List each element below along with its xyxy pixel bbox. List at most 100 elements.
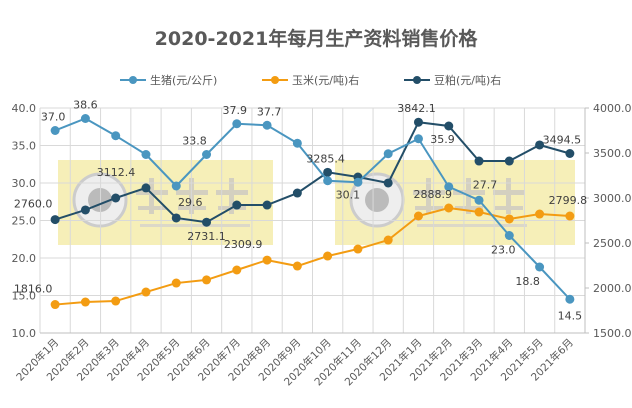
legend-item: 生猪(元/公斤) (120, 73, 217, 87)
data-point (50, 215, 60, 225)
data-point (444, 203, 454, 213)
y-right-tick-label: 3000.0 (593, 192, 632, 205)
data-label: 33.8 (182, 135, 207, 148)
data-label: 38.6 (73, 99, 98, 112)
data-point (80, 205, 90, 215)
data-point (50, 126, 60, 135)
data-point (202, 275, 212, 285)
watermark-glyph-stroke (506, 178, 511, 214)
data-point (232, 265, 242, 275)
data-point (504, 156, 514, 166)
data-point (141, 287, 151, 297)
data-point (535, 262, 545, 272)
watermark (58, 160, 273, 245)
data-label: 2799.8 (549, 194, 588, 207)
data-point (413, 134, 423, 144)
data-label: 2309.9 (224, 238, 263, 251)
data-point (111, 193, 121, 203)
watermark-glyph-stroke (229, 178, 234, 214)
data-label: 37.0 (41, 111, 66, 124)
data-point (262, 200, 272, 210)
data-point (232, 119, 242, 129)
data-label: 27.7 (473, 178, 498, 191)
data-label: 2888.9 (414, 188, 453, 201)
data-point (141, 183, 151, 193)
data-label: 3285.4 (306, 152, 345, 165)
data-label: 35.9 (430, 133, 455, 146)
data-point (171, 278, 181, 288)
data-point (202, 217, 212, 227)
data-point (80, 114, 90, 123)
legend-item: 豆粕(元/吨)右 (404, 73, 501, 87)
data-point (262, 255, 272, 265)
data-label: 37.9 (223, 104, 248, 117)
data-point (111, 131, 121, 141)
series-line (54, 121, 571, 224)
data-label: 14.5 (558, 309, 583, 322)
y-right-tick-label: 2000.0 (593, 282, 632, 295)
data-label: 1816.0 (14, 283, 53, 296)
y-left-tick-label: 20.0 (12, 252, 37, 265)
data-point (171, 181, 181, 191)
watermark (335, 160, 575, 245)
data-point (111, 296, 121, 306)
y-right-tick-label: 4000.0 (593, 102, 632, 115)
y-left-tick-label: 10.0 (12, 327, 37, 340)
data-point (474, 207, 484, 217)
y-left-tick-label: 15.0 (12, 290, 37, 303)
data-label: 30.1 (336, 188, 361, 201)
legend-label: 生猪(元/公斤) (150, 73, 217, 87)
watermark-url-bar (140, 224, 250, 227)
y-left-tick-label: 30.0 (12, 177, 37, 190)
data-label: 3842.1 (397, 102, 436, 115)
data-point (413, 117, 423, 127)
data-point (444, 121, 454, 131)
watermark-glyph-stroke (138, 206, 166, 210)
legend-marker (413, 76, 421, 84)
data-point (323, 176, 333, 186)
y-left-tick-label: 35.0 (12, 140, 37, 153)
y-left-tick-label: 25.0 (12, 215, 37, 228)
data-point (504, 214, 514, 224)
watermark-url-bar (417, 224, 527, 227)
data-label: 29.6 (178, 196, 203, 209)
data-point (50, 300, 60, 310)
data-point (383, 235, 393, 245)
watermark-glyph-stroke (426, 178, 431, 214)
watermark-glyph-stroke (455, 206, 483, 210)
data-point (504, 231, 514, 240)
series-line (55, 206, 570, 306)
data-point (232, 200, 242, 210)
data-point (323, 251, 333, 261)
watermark-glyph-stroke (415, 206, 443, 210)
data-point (323, 167, 333, 177)
y-right-tick-label: 1500.0 (593, 327, 632, 340)
watermark-logo-eye (365, 188, 389, 212)
data-point (202, 150, 212, 159)
data-point (292, 188, 302, 198)
watermark-glyph-stroke (149, 178, 154, 214)
data-point (80, 297, 90, 307)
data-point (292, 261, 302, 271)
data-point (474, 156, 484, 166)
data-point (565, 294, 575, 304)
data-point (171, 213, 181, 223)
data-label: 2760.0 (14, 198, 53, 211)
watermark-glyph-stroke (495, 206, 523, 210)
legend-label: 玉米(元/吨)右 (292, 73, 359, 87)
series-line (54, 117, 571, 300)
data-point (565, 148, 575, 158)
data-point (353, 177, 363, 187)
data-point (353, 244, 363, 254)
y-right-tick-label: 2500.0 (593, 237, 632, 250)
data-label: 2731.1 (187, 230, 226, 243)
y-left-tick-label: 40.0 (12, 102, 37, 115)
chart-title: 2020-2021年每月生产资料销售价格 (154, 28, 478, 50)
data-point (413, 211, 423, 221)
watermark-glyph-stroke (178, 206, 206, 210)
data-point (474, 195, 484, 205)
data-label: 37.7 (257, 105, 282, 118)
data-point (535, 209, 545, 219)
legend-item: 玉米(元/吨)右 (262, 73, 359, 87)
